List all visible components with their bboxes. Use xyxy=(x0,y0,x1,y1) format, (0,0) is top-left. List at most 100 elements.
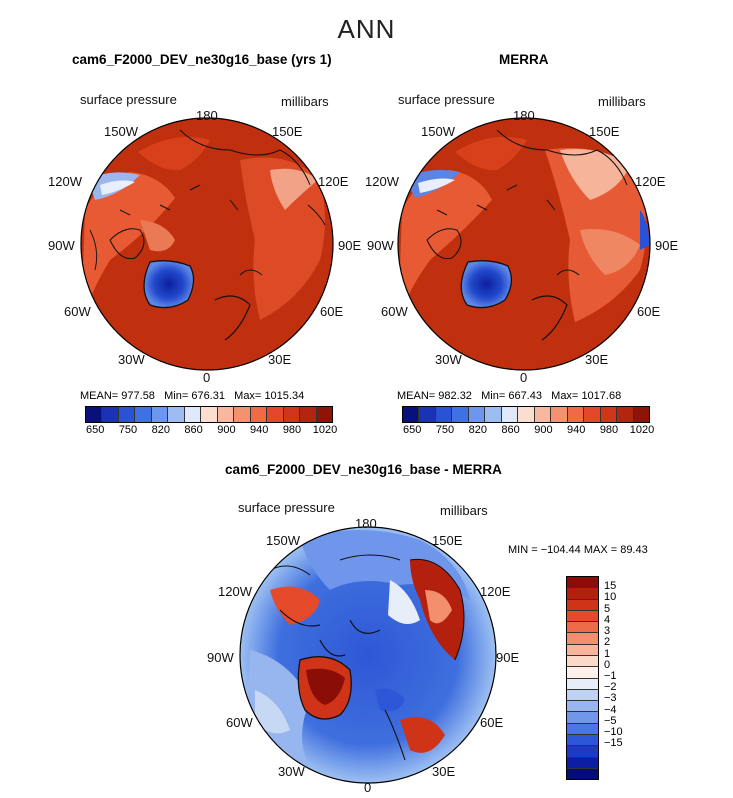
diff-colorbar-label: 10 xyxy=(604,591,617,604)
panel-1-colorbar-swatch xyxy=(184,407,202,422)
diff-lon-60e: 60E xyxy=(480,715,504,730)
panel-2-colorbar-label: 650 xyxy=(403,424,422,436)
diff-colorbar-label: −4 xyxy=(604,703,617,716)
panel-1-lon-30w: 30W xyxy=(118,352,145,367)
diff-colorbar-swatch xyxy=(567,689,598,702)
diff-lon-90e: 90E xyxy=(496,650,520,665)
panel-1-title: cam6_F2000_DEV_ne30g16_base (yrs 1) xyxy=(72,52,332,67)
panel-1-colorbar-swatch xyxy=(151,407,169,422)
diff-colorbar-swatch xyxy=(567,622,598,634)
panel-1-max-value: 1015.34 xyxy=(264,390,305,402)
diff-units-label: millibars xyxy=(440,503,488,518)
panel-1-colorbar-swatch xyxy=(234,407,251,422)
panel-1-colorbar-label: 820 xyxy=(151,424,170,436)
diff-colorbar-label: −1 xyxy=(604,670,617,682)
diff-colorbar-label: 5 xyxy=(604,602,611,615)
panel-2-colorbar-label: 1020 xyxy=(629,424,655,436)
panel-1-colorbar-swatch xyxy=(168,407,185,422)
panel-2-colorbar-swatch xyxy=(419,407,436,422)
diff-colorbar-swatch xyxy=(567,678,598,690)
panel-2-colorbar-swatch xyxy=(501,407,519,422)
panel-2-title: MERRA xyxy=(499,52,549,67)
panel-2-colorbar-swatch xyxy=(518,407,535,422)
diff-lon-150w: 150W xyxy=(266,533,300,548)
diff-colorbar-swatch xyxy=(567,610,598,623)
panel-2-lon-30w: 30W xyxy=(435,352,462,367)
panel-1-lon-150w: 150W xyxy=(104,124,138,139)
panel-1-colorbar-swatch xyxy=(135,407,152,422)
panel-1-colorbar-label: 900 xyxy=(217,424,236,436)
panel-1-colorbar-swatch xyxy=(300,407,317,422)
panel-2-colorbar-label: 900 xyxy=(534,424,553,436)
panel-2-min-value: 667.43 xyxy=(508,390,542,402)
panel-1-lon-150e: 150E xyxy=(272,124,303,139)
panel-2-colorbar-swatch xyxy=(435,407,453,422)
diff-colorbar-swatch xyxy=(567,599,598,611)
panel-2-mean-value: 982.32 xyxy=(438,390,472,402)
panel-2-stats: MEAN= 982.32 Min= 667.43 Max= 1017.68 xyxy=(397,390,621,402)
panel-2-lon-180: 180 xyxy=(513,108,535,123)
panel-2-colorbar-swatch xyxy=(534,407,552,422)
panel-1-lon-90w: 90W xyxy=(48,238,75,253)
panel-2-max-label: Max= xyxy=(551,390,579,402)
panel-2-lon-150w: 150W xyxy=(421,124,455,139)
panel-1-colorbar-labels: 650 750 820 860 900 940 980 1020 xyxy=(85,424,337,438)
diff-colorbar-label: −3 xyxy=(604,692,617,705)
diff-colorbar-label: 4 xyxy=(604,613,611,626)
diff-colorbar-swatch xyxy=(567,734,598,747)
panel-2-colorbar-swatch xyxy=(468,407,486,422)
panel-2-lon-120w: 120W xyxy=(365,174,399,189)
diff-lon-30w: 30W xyxy=(278,764,305,779)
panel-2-mean-label: MEAN= xyxy=(397,390,436,402)
diff-lon-150e: 150E xyxy=(432,533,463,548)
diff-colorbar-swatch xyxy=(567,746,598,758)
panel-1-colorbar-swatch xyxy=(267,407,284,422)
panel-1-variable-label: surface pressure xyxy=(80,92,177,107)
panel-2-colorbar-swatch xyxy=(633,407,650,422)
diff-minmax: MIN = −104.44 MAX = 89.43 xyxy=(508,544,648,556)
panel-2-colorbar-swatch xyxy=(567,407,585,422)
panel-1-lon-120e: 120E xyxy=(318,174,349,189)
figure-title: ANN xyxy=(337,14,396,44)
panel-1-lon-0: 0 xyxy=(203,370,211,385)
panel-1-min-value: 676.31 xyxy=(191,390,225,402)
diff-colorbar-label: 0 xyxy=(604,658,611,671)
panel-2-lon-30e: 30E xyxy=(585,352,609,367)
panel-2-colorbar-swatch xyxy=(403,407,420,422)
panel-2-polar-map xyxy=(398,118,650,370)
panel-2-max-value: 1017.68 xyxy=(581,390,622,402)
panel-2-units-label: millibars xyxy=(598,94,646,109)
panel-1-colorbar-label: 860 xyxy=(184,424,203,436)
panel-1-stats: MEAN= 977.58 Min= 676.31 Max= 1015.34 xyxy=(80,390,304,402)
panel-2-min-label: Min= xyxy=(481,390,506,402)
panel-1-colorbar-label: 650 xyxy=(86,424,105,436)
diff-panel-title: cam6_F2000_DEV_ne30g16_base - MERRA xyxy=(225,462,502,477)
panel-1-lon-60e: 60E xyxy=(320,304,344,319)
diff-lon-120w: 120W xyxy=(218,584,252,599)
panel-1-colorbar-swatch xyxy=(250,407,268,422)
panel-2-colorbar-label: 820 xyxy=(468,424,487,436)
diff-colorbar-swatch xyxy=(567,667,598,679)
diff-lon-180: 180 xyxy=(355,516,377,531)
panel-1-colorbar-label: 750 xyxy=(118,424,138,436)
panel-2-lon-60e: 60E xyxy=(637,304,661,319)
diff-variable-label: surface pressure xyxy=(238,500,335,515)
panel-1-lon-60w: 60W xyxy=(64,304,91,319)
panel-2-colorbar-label: 860 xyxy=(501,424,520,436)
diff-colorbar-swatch xyxy=(567,644,598,656)
panel-1-colorbar-swatch xyxy=(201,407,218,422)
diff-colorbar-label: −15 xyxy=(604,737,623,750)
panel-1-colorbar-swatch xyxy=(316,407,333,422)
panel-2-colorbar-swatch xyxy=(485,407,502,422)
diff-lon-90w: 90W xyxy=(207,650,234,665)
diff-lon-30e: 30E xyxy=(432,764,456,779)
panel-1-colorbar-label: 940 xyxy=(250,424,269,436)
diff-colorbar-swatch xyxy=(567,655,598,668)
diff-colorbar-swatch xyxy=(567,712,598,724)
panel-1-colorbar-swatch xyxy=(283,407,301,422)
panel-2-colorbar-swatch xyxy=(452,407,469,422)
panel-1-polar-map xyxy=(81,118,333,370)
panel-2-colorbar-swatch xyxy=(551,407,568,422)
diff-colorbar-label: 2 xyxy=(604,636,611,649)
